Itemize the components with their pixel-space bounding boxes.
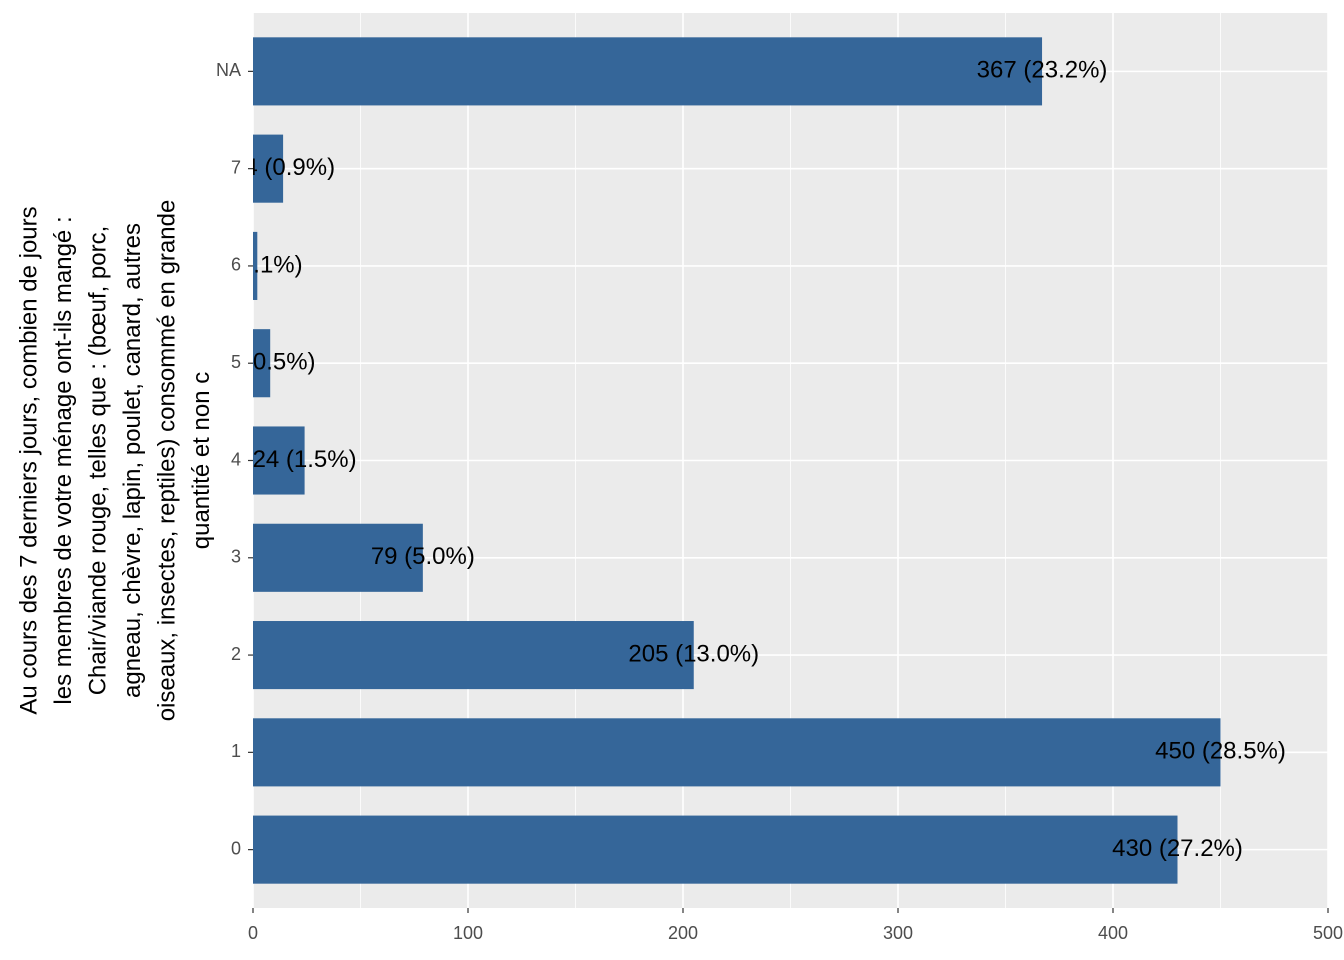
bar [253,231,258,300]
y-axis-title: quantité et non c [188,372,215,549]
data-label: 2 (0.1%) [212,251,303,278]
data-label: 24 (1.5%) [253,446,357,473]
y-tick-label: 6 [231,255,241,275]
bar [253,523,423,592]
data-label: 8 (0.5%) [225,349,316,376]
data-label: 367 (23.2%) [977,57,1108,84]
data-label: 79 (5.0%) [371,543,475,570]
bar [253,37,1043,106]
data-label: 450 (28.5%) [1155,738,1286,765]
bar [253,426,305,495]
x-tick-label: 300 [883,923,913,943]
y-tick-label: NA [216,60,241,80]
y-tick-label: 3 [231,547,241,567]
bar [253,621,694,690]
x-tick-label: 400 [1098,923,1128,943]
data-label: 205 (13.0%) [628,640,759,667]
bar [253,329,271,398]
y-tick-label: 7 [231,157,241,177]
y-tick-label: 4 [231,449,241,469]
bar [253,134,284,203]
y-tick-label: 5 [231,352,241,372]
y-axis-title: Chair/viande rouge, telles que : (bœuf, … [84,226,111,696]
y-axis-title: Au cours des 7 derniers jours, combien d… [15,206,42,714]
y-axis-title: agneau, chèvre, lapin, poulet, canard, a… [119,223,146,698]
x-tick-label: 500 [1313,923,1343,943]
y-tick-label: 1 [231,741,241,761]
bar [253,718,1221,787]
y-tick-label: 2 [231,644,241,664]
data-label: 14 (0.9%) [231,154,335,181]
y-axis-title: les membres de votre ménage ont-ils mang… [50,216,77,704]
x-tick-label: 100 [453,923,483,943]
y-tick-label: 0 [231,838,241,858]
x-tick-label: 200 [668,923,698,943]
data-label: 430 (27.2%) [1112,835,1243,862]
x-tick-label: 0 [248,923,258,943]
bar [253,815,1178,884]
y-axis-title: oiseaux, insectes, reptiles) consommé en… [153,200,180,722]
